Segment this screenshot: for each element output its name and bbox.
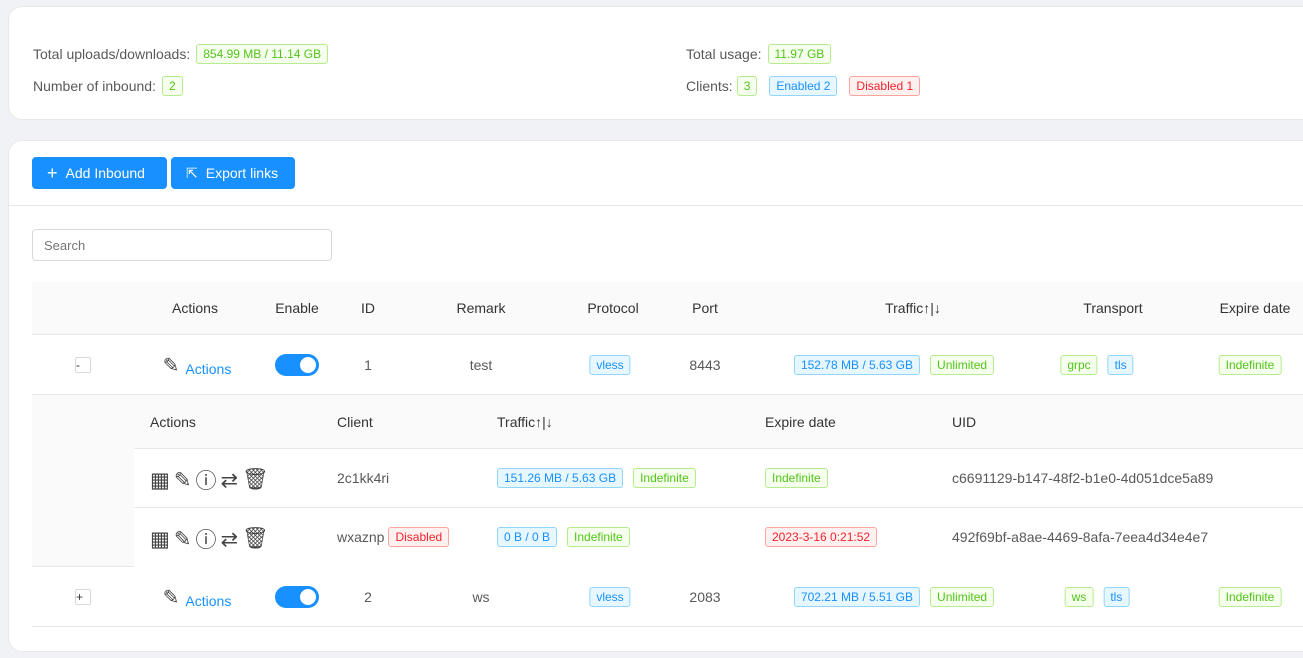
col-enable: Enable: [275, 300, 319, 316]
edit-icon[interactable]: ✎: [162, 587, 180, 609]
clients-label: Clients:: [686, 78, 733, 94]
network-badge: grpc: [1060, 355, 1098, 375]
traffic-badge: 152.78 MB / 5.63 GB: [793, 355, 921, 375]
client-row-1: ▦ ✎ ⓘ ⇄ 🗑 2c1kk4ri 151.26 MB / 5.63 GB Indefi…: [134, 449, 1303, 508]
disabled-badge: Disabled 1: [849, 76, 921, 96]
client-col-actions: Actions: [150, 414, 196, 430]
col-actions: Actions: [172, 300, 218, 316]
client-uid: 492f69bf-a8ae-4469-8afa-7eea4d34e4e7: [952, 529, 1209, 545]
total-badge: 854.99 MB / 11.14 GB: [196, 44, 329, 64]
client-uid: c6691129-b147-48f2-b1e0-4d051dce5a89: [952, 470, 1214, 486]
client-col-traffic: Traffic↑|↓: [497, 414, 553, 430]
client-name: wxaznp: [337, 529, 385, 545]
inbound-port: 2083: [689, 589, 721, 605]
client-row-2: ▦ ✎ ⓘ ⇄ 🗑 wxaznp Disabled 0 B / 0 B Indefinite…: [134, 508, 1303, 567]
clients-badge: 3: [736, 76, 758, 96]
actions-link[interactable]: Actions: [185, 592, 232, 609]
edit-icon[interactable]: ✎: [173, 468, 192, 492]
traffic-badge: 702.21 MB / 5.51 GB: [793, 587, 921, 607]
stats-card: Total uploads/downloads: 854.99 MB / 11.1…: [8, 6, 1303, 120]
client-col-client: Client: [337, 414, 373, 430]
usage-badge: 11.97 GB: [767, 44, 832, 64]
client-disabled-badge: Disabled: [388, 527, 450, 547]
security-badge: tls: [1107, 355, 1134, 375]
col-remark: Remark: [456, 300, 506, 316]
edit-icon[interactable]: ✎: [162, 355, 180, 377]
reset-icon[interactable]: ⇄: [220, 468, 239, 492]
qrcode-icon[interactable]: ▦: [150, 468, 170, 492]
col-transport: Transport: [1083, 300, 1143, 316]
enabled-badge: Enabled 2: [769, 76, 838, 96]
col-port: Port: [692, 300, 718, 316]
client-header: Actions Client Traffic↑|↓ Expire date UI…: [134, 395, 1303, 449]
inbound-id: 1: [364, 357, 372, 373]
expire-badge: Indefinite: [1218, 355, 1282, 375]
search-input[interactable]: [32, 229, 332, 261]
protocol-badge: vless: [589, 355, 631, 375]
expand-button[interactable]: +: [75, 589, 91, 605]
plus-icon: +: [47, 162, 58, 183]
client-col-expire: Expire date: [765, 414, 836, 430]
usage-label: Total usage:: [686, 46, 762, 62]
export-icon: ⇱: [186, 164, 198, 181]
collapse-button[interactable]: -: [75, 357, 91, 373]
client-name: 2c1kk4ri: [337, 470, 390, 486]
col-traffic: Traffic↑|↓: [885, 300, 941, 316]
client-expire-badge: 2023-3-16 0:21:52: [765, 527, 878, 547]
edit-icon[interactable]: ✎: [173, 527, 192, 551]
inbound-remark: test: [469, 357, 493, 373]
table-header: Actions Enable ID Remark Protocol Port T…: [32, 282, 1303, 335]
security-badge: tls: [1103, 587, 1130, 607]
client-expire-badge: Indefinite: [765, 468, 828, 488]
clients-subtable: Actions Client Traffic↑|↓ Expire date UI…: [32, 395, 1303, 567]
reset-icon[interactable]: ⇄: [220, 527, 239, 551]
limit-badge: Unlimited: [930, 587, 995, 607]
client-limit-badge: Indefinite: [633, 468, 696, 488]
inbound-label: Number of inbound:: [33, 78, 156, 94]
client-col-uid: UID: [952, 414, 977, 430]
col-protocol: Protocol: [587, 300, 639, 316]
qrcode-icon[interactable]: ▦: [150, 527, 170, 551]
inbound-remark: ws: [472, 589, 490, 605]
client-traffic-badge: 151.26 MB / 5.63 GB: [497, 468, 624, 488]
enable-toggle[interactable]: [275, 586, 319, 608]
col-expire: Expire date: [1219, 300, 1291, 316]
client-traffic-badge: 0 B / 0 B: [497, 527, 558, 547]
delete-icon[interactable]: 🗑: [242, 468, 269, 491]
protocol-badge: vless: [589, 587, 631, 607]
inbound-port: 8443: [689, 357, 721, 373]
actions-link[interactable]: Actions: [185, 360, 232, 377]
export-links-button[interactable]: ⇱ Export links: [171, 157, 295, 189]
info-icon[interactable]: ⓘ: [195, 529, 217, 552]
enable-toggle[interactable]: [275, 354, 319, 376]
info-icon[interactable]: ⓘ: [195, 470, 217, 493]
limit-badge: Unlimited: [930, 355, 995, 375]
delete-icon[interactable]: 🗑: [242, 527, 269, 550]
client-limit-badge: Indefinite: [567, 527, 630, 547]
col-id: ID: [361, 300, 375, 316]
total-label: Total uploads/downloads:: [33, 46, 191, 62]
expire-badge: Indefinite: [1218, 587, 1282, 607]
inbound-badge: 2: [161, 76, 183, 96]
inbound-row-2: + ✎ Actions 2 ws vless 2083 702.21 MB / 5…: [32, 567, 1303, 627]
network-badge: ws: [1064, 587, 1094, 607]
add-inbound-button[interactable]: + Add Inbound: [32, 157, 167, 189]
inbound-id: 2: [364, 589, 372, 605]
inbound-row-1: - ✎ Actions 1 test vless 8443 152.78 MB /…: [32, 335, 1303, 395]
